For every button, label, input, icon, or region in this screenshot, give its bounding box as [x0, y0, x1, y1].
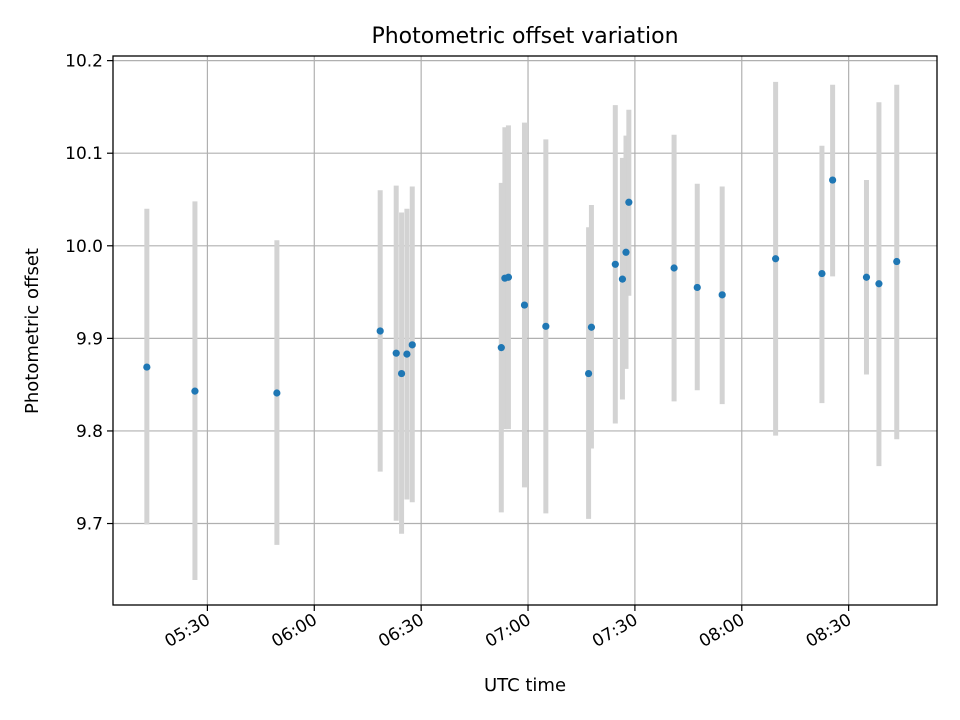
data-point-5 [397, 369, 406, 378]
data-point-17 [622, 248, 630, 256]
y-axis-ticks: 9.7 9.8 9.9 10.0 10.1 10.2 [65, 52, 113, 535]
data-point-4 [392, 349, 400, 357]
y-tick-label: 9.8 [76, 422, 103, 442]
data-point-2 [273, 389, 281, 397]
y-tick-label: 10.2 [65, 52, 103, 72]
data-point-3 [376, 327, 384, 335]
data-point-10 [504, 273, 513, 281]
data-point-19 [670, 264, 678, 272]
data-point-13 [584, 369, 593, 378]
y-tick-label: 10.0 [65, 237, 103, 257]
data-point-27 [893, 257, 901, 266]
data-point-25 [862, 273, 871, 281]
data-point-16 [618, 275, 627, 283]
data-point-12 [542, 322, 550, 330]
x-axis-label: UTC time [484, 675, 566, 696]
plot-frame [112, 55, 938, 606]
data-point-0 [143, 363, 151, 371]
y-tick-label: 10.1 [65, 144, 103, 164]
data-point-15 [611, 260, 619, 268]
y-tick-label: 9.7 [76, 515, 103, 535]
data-point-26 [875, 280, 883, 288]
data-point-7 [408, 341, 416, 349]
data-point-18 [625, 198, 633, 206]
y-axis-label: Photometric offset [22, 248, 43, 414]
data-point-20 [693, 283, 701, 292]
data-point-23 [818, 269, 826, 278]
data-point-6 [403, 350, 411, 358]
data-point-21 [718, 291, 726, 299]
data-point-8 [497, 344, 505, 352]
data-point-1 [191, 387, 199, 395]
y-tick-label: 9.9 [76, 329, 103, 349]
data-point-11 [520, 301, 529, 309]
chart-title: Photometric offset variation [371, 24, 678, 49]
data-point-22 [772, 255, 780, 263]
data-point-24 [829, 176, 837, 184]
data-point-14 [587, 323, 596, 331]
data-points [143, 176, 901, 397]
